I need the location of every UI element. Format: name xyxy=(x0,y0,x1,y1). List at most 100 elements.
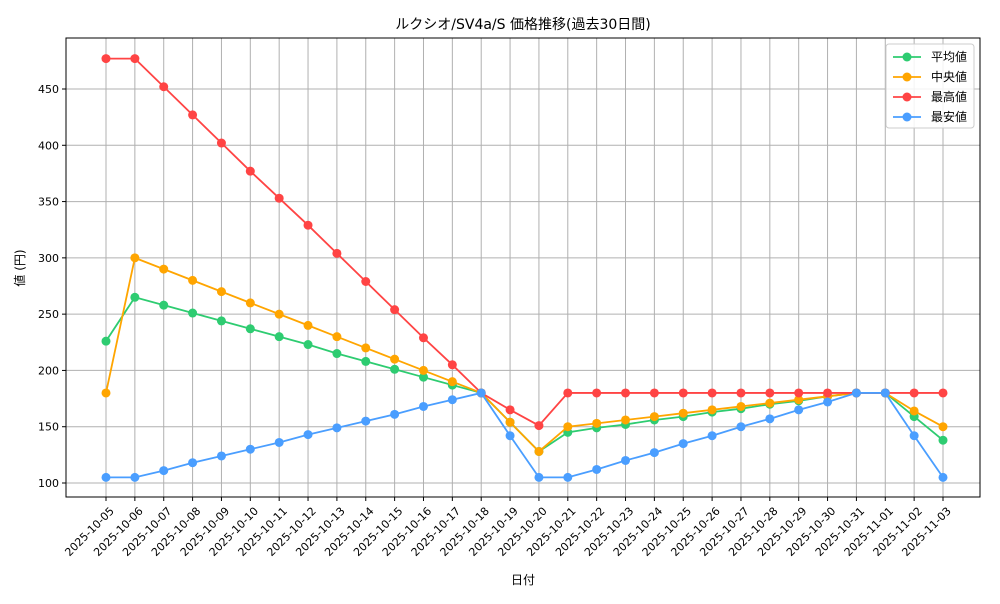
data-point xyxy=(678,388,688,398)
y-axis-label: 値 (円) xyxy=(12,249,27,286)
y-tick-label: 250 xyxy=(38,308,59,321)
data-point xyxy=(938,388,948,398)
legend-marker xyxy=(902,72,912,82)
data-point xyxy=(736,388,746,398)
data-point xyxy=(678,408,688,418)
data-point xyxy=(592,418,602,428)
data-point xyxy=(621,455,631,465)
data-point xyxy=(823,388,833,398)
data-point xyxy=(101,54,111,64)
data-point xyxy=(361,343,371,353)
data-point xyxy=(101,388,111,398)
data-point xyxy=(592,464,602,474)
data-point xyxy=(505,431,515,441)
data-point xyxy=(649,388,659,398)
data-point xyxy=(736,401,746,411)
data-point xyxy=(736,422,746,432)
data-point xyxy=(159,466,169,476)
data-point xyxy=(390,305,400,315)
data-point xyxy=(909,388,919,398)
data-point xyxy=(303,320,313,330)
data-point xyxy=(130,472,140,482)
data-point xyxy=(707,388,717,398)
data-point xyxy=(649,448,659,458)
series-line xyxy=(105,256,944,453)
data-point xyxy=(418,401,428,411)
x-axis-label: 日付 xyxy=(511,573,535,587)
data-point xyxy=(563,472,573,482)
data-point xyxy=(447,377,457,387)
data-point xyxy=(794,395,804,405)
data-point xyxy=(332,423,342,433)
data-point xyxy=(332,349,342,359)
data-point xyxy=(188,458,198,468)
data-point xyxy=(303,220,313,230)
data-point xyxy=(274,309,284,319)
data-point xyxy=(505,405,515,415)
data-point xyxy=(418,365,428,375)
data-point xyxy=(880,388,890,398)
data-point xyxy=(418,372,428,382)
data-point xyxy=(649,412,659,422)
data-point xyxy=(332,248,342,258)
series-0 xyxy=(101,292,948,456)
data-point xyxy=(332,332,342,342)
y-tick-label: 450 xyxy=(38,83,59,96)
data-point xyxy=(909,406,919,416)
data-point xyxy=(216,316,226,326)
data-point xyxy=(188,308,198,318)
series-line xyxy=(106,391,944,479)
data-point xyxy=(765,388,775,398)
data-point xyxy=(476,388,486,398)
y-tick-label: 200 xyxy=(38,364,59,377)
legend-label: 最高値 xyxy=(931,89,967,104)
data-point xyxy=(823,397,833,407)
data-point xyxy=(245,324,255,334)
data-point xyxy=(938,472,948,482)
data-point xyxy=(592,388,602,398)
data-point xyxy=(159,300,169,310)
data-point xyxy=(447,360,457,370)
data-point xyxy=(245,166,255,176)
data-point xyxy=(245,444,255,454)
data-point xyxy=(101,336,111,346)
data-point xyxy=(447,395,457,405)
data-point xyxy=(707,431,717,441)
data-point xyxy=(390,364,400,374)
data-point xyxy=(130,253,140,263)
data-point xyxy=(621,415,631,425)
data-point xyxy=(216,451,226,461)
data-point xyxy=(563,422,573,432)
data-point xyxy=(361,416,371,426)
data-point xyxy=(274,193,284,203)
chart-title: ルクシオ/SV4a/S 価格推移(過去30日間) xyxy=(395,17,650,33)
data-point xyxy=(938,422,948,432)
legend-label: 最安値 xyxy=(931,109,967,124)
data-point xyxy=(361,276,371,286)
data-point xyxy=(245,298,255,308)
data-point xyxy=(418,333,428,343)
data-point xyxy=(851,388,861,398)
data-point xyxy=(505,417,515,427)
data-point xyxy=(274,332,284,342)
data-point xyxy=(361,356,371,366)
data-point xyxy=(188,275,198,285)
data-point xyxy=(159,82,169,92)
data-point xyxy=(274,437,284,447)
data-point xyxy=(390,409,400,419)
data-point xyxy=(765,398,775,408)
series-1 xyxy=(101,253,948,456)
legend-label: 平均値 xyxy=(931,49,967,64)
data-point xyxy=(534,421,544,431)
data-point xyxy=(188,110,198,120)
plot-frame xyxy=(65,37,981,498)
data-point xyxy=(101,472,111,482)
data-point xyxy=(390,354,400,364)
data-point xyxy=(130,292,140,302)
data-point xyxy=(303,340,313,350)
data-point xyxy=(765,414,775,424)
data-point xyxy=(130,54,140,64)
data-point xyxy=(534,472,544,482)
